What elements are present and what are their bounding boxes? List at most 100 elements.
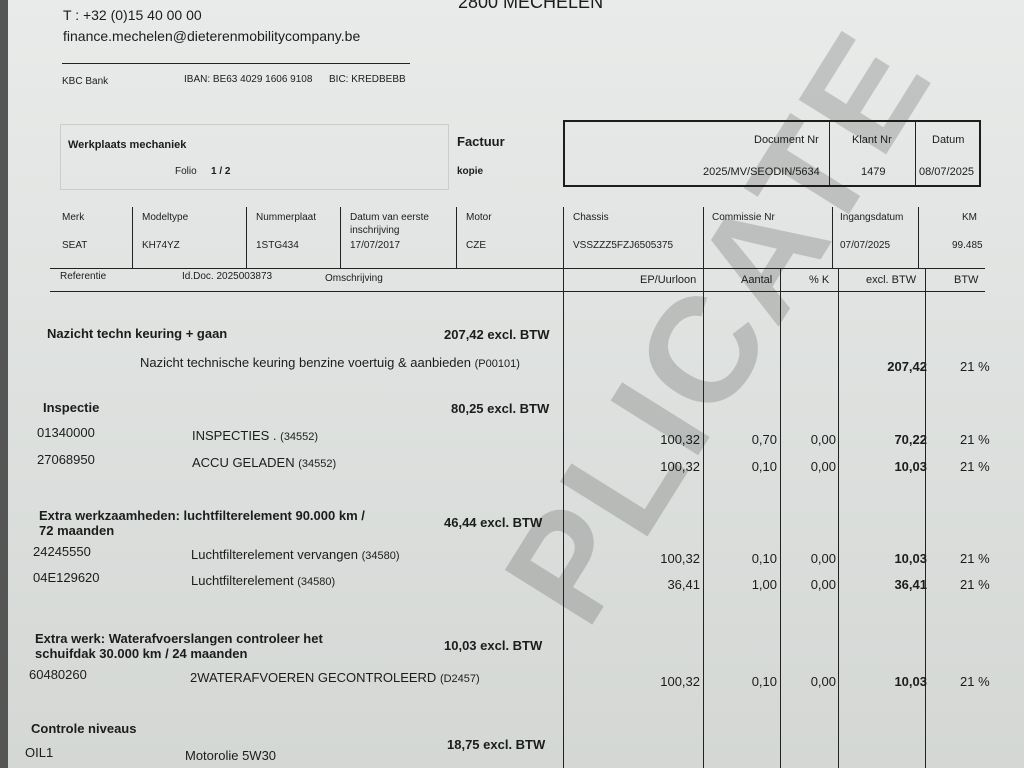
section-title-line2: 72 maanden <box>39 523 115 538</box>
section-title: Nazicht techn keuring + gaan <box>47 326 228 341</box>
line-description: INSPECTIES . (34552) <box>192 428 318 443</box>
divider <box>918 207 919 268</box>
bank-iban: IBAN: BE63 4029 1606 9108 <box>184 74 313 85</box>
vehicle-header-2: Nummerplaat <box>256 212 317 223</box>
divider <box>50 268 985 269</box>
divider <box>340 207 341 268</box>
workshop-name: Werkplaats mechaniek <box>68 139 187 151</box>
line-code: 27068950 <box>37 452 95 467</box>
vehicle-header-3: Datum van eerste inschrijving <box>350 212 429 236</box>
doc-nr-label: Document Nr <box>754 134 819 146</box>
line-description-text: Motorolie 5W30 <box>185 748 277 763</box>
line-excl-btw: 10,03 <box>894 551 927 566</box>
col-excl: excl. BTW <box>866 274 917 286</box>
header-email: finance.mechelen@dieterenmobilitycompany… <box>63 28 361 44</box>
line-description-text: Nazicht technische keuring benzine voert… <box>140 355 471 370</box>
line-ep: 100,32 <box>660 459 700 474</box>
folio-value: 1 / 2 <box>211 166 231 177</box>
line-qty: 0,10 <box>751 459 777 474</box>
divider <box>50 291 985 292</box>
column-divider <box>780 269 781 768</box>
line-btw-rate: 21 % <box>960 459 990 474</box>
line-btw-rate: 21 % <box>960 674 990 689</box>
vehicle-header-5: Chassis <box>573 212 609 223</box>
doc-nr: 2025/MV/SEODIN/5634 <box>703 166 820 178</box>
line-description: Luchtfilterelement vervangen (34580) <box>191 547 399 562</box>
divider <box>915 121 916 185</box>
section-total: 10,03 excl. BTW <box>444 638 543 653</box>
vehicle-header-4: Motor <box>466 212 492 223</box>
line-qty: 0,10 <box>751 551 777 566</box>
line-excl-btw: 10,03 <box>894 674 927 689</box>
line-description-text: ACCU GELADEN <box>192 455 295 470</box>
section-title: Inspectie <box>43 400 100 415</box>
line-k: 0,00 <box>810 674 836 689</box>
divider <box>832 207 833 268</box>
workshop-box <box>60 124 449 190</box>
client-nr: 1479 <box>861 166 886 178</box>
line-k: 0,00 <box>810 577 836 592</box>
line-excl-btw: 207,42 <box>887 359 927 374</box>
section-total: 46,44 excl. BTW <box>444 515 543 530</box>
line-btw-rate: 21 % <box>960 432 990 447</box>
line-reference: (34552) <box>298 458 337 470</box>
line-ep: 36,41 <box>667 577 700 592</box>
invoice-date: 08/07/2025 <box>919 166 975 178</box>
line-btw-rate: 21 % <box>960 359 990 374</box>
line-description: Luchtfilterelement (34580) <box>191 573 335 588</box>
column-divider <box>925 269 926 768</box>
paper-edge-shadow <box>0 0 8 768</box>
invoice-copy-label: kopie <box>457 166 484 177</box>
line-description: Nazicht technische keuring benzine voert… <box>140 355 520 370</box>
invoice-meta-box <box>563 120 981 187</box>
line-reference: (34552) <box>280 431 319 443</box>
line-qty: 1,00 <box>751 577 777 592</box>
vehicle-header-6: Commissie Nr <box>712 212 775 223</box>
column-divider <box>703 269 704 768</box>
line-k: 0,00 <box>810 551 836 566</box>
vehicle-header-7: Ingangsdatum <box>840 212 904 223</box>
section-total: 207,42 excl. BTW <box>444 327 550 342</box>
divider <box>246 207 247 268</box>
line-qty: 0,70 <box>751 432 777 447</box>
line-description-text: Luchtfilterelement vervangen <box>191 547 358 562</box>
col-omschrijving: Omschrijving <box>325 273 383 284</box>
header-phone: T : +32 (0)15 40 00 00 <box>63 7 202 23</box>
section-title: Extra werkzaamheden: luchtfilterelement … <box>39 508 365 523</box>
section-total: 18,75 excl. BTW <box>447 737 546 752</box>
line-code: OIL1 <box>25 745 54 760</box>
line-code: 60480260 <box>29 667 87 682</box>
vehicle-header-1: Modeltype <box>142 212 189 223</box>
col-korting: % K <box>809 274 830 286</box>
divider <box>456 207 457 268</box>
line-description: 2WATERAFVOEREN GECONTROLEERD (D2457) <box>190 670 480 685</box>
vehicle-value-1: KH74YZ <box>142 240 180 251</box>
line-reference: (D2457) <box>439 673 480 685</box>
line-reference: (P00101) <box>474 358 520 370</box>
line-btw-rate: 21 % <box>960 577 990 592</box>
bank-name: KBC Bank <box>62 76 109 87</box>
line-k: 0,00 <box>810 459 836 474</box>
line-excl-btw: 36,41 <box>894 577 927 592</box>
line-k: 0,00 <box>810 432 836 447</box>
divider <box>132 207 133 268</box>
section-title-line2: schuifdak 30.000 km / 24 maanden <box>35 646 248 661</box>
vehicle-header-0: Merk <box>62 212 85 223</box>
vehicle-value-4: CZE <box>466 240 486 251</box>
divider <box>829 121 830 185</box>
vehicle-value-2: 1STG434 <box>256 240 299 251</box>
column-divider <box>838 269 839 768</box>
header-city: 2800 MECHELEN <box>458 0 604 12</box>
line-description: ACCU GELADEN (34552) <box>192 455 336 470</box>
line-excl-btw: 70,22 <box>894 432 927 447</box>
bank-bic: BIC: KREDBEBB <box>329 74 406 85</box>
section-title: Extra werk: Waterafvoerslangen controlee… <box>35 631 323 646</box>
column-divider <box>563 269 564 768</box>
col-referentie: Referentie <box>60 271 107 282</box>
line-description-text: INSPECTIES . <box>192 428 277 443</box>
vehicle-value-8: 99.485 <box>952 240 983 251</box>
line-btw-rate: 21 % <box>960 551 990 566</box>
divider <box>563 207 564 268</box>
vehicle-value-0: SEAT <box>62 240 88 251</box>
